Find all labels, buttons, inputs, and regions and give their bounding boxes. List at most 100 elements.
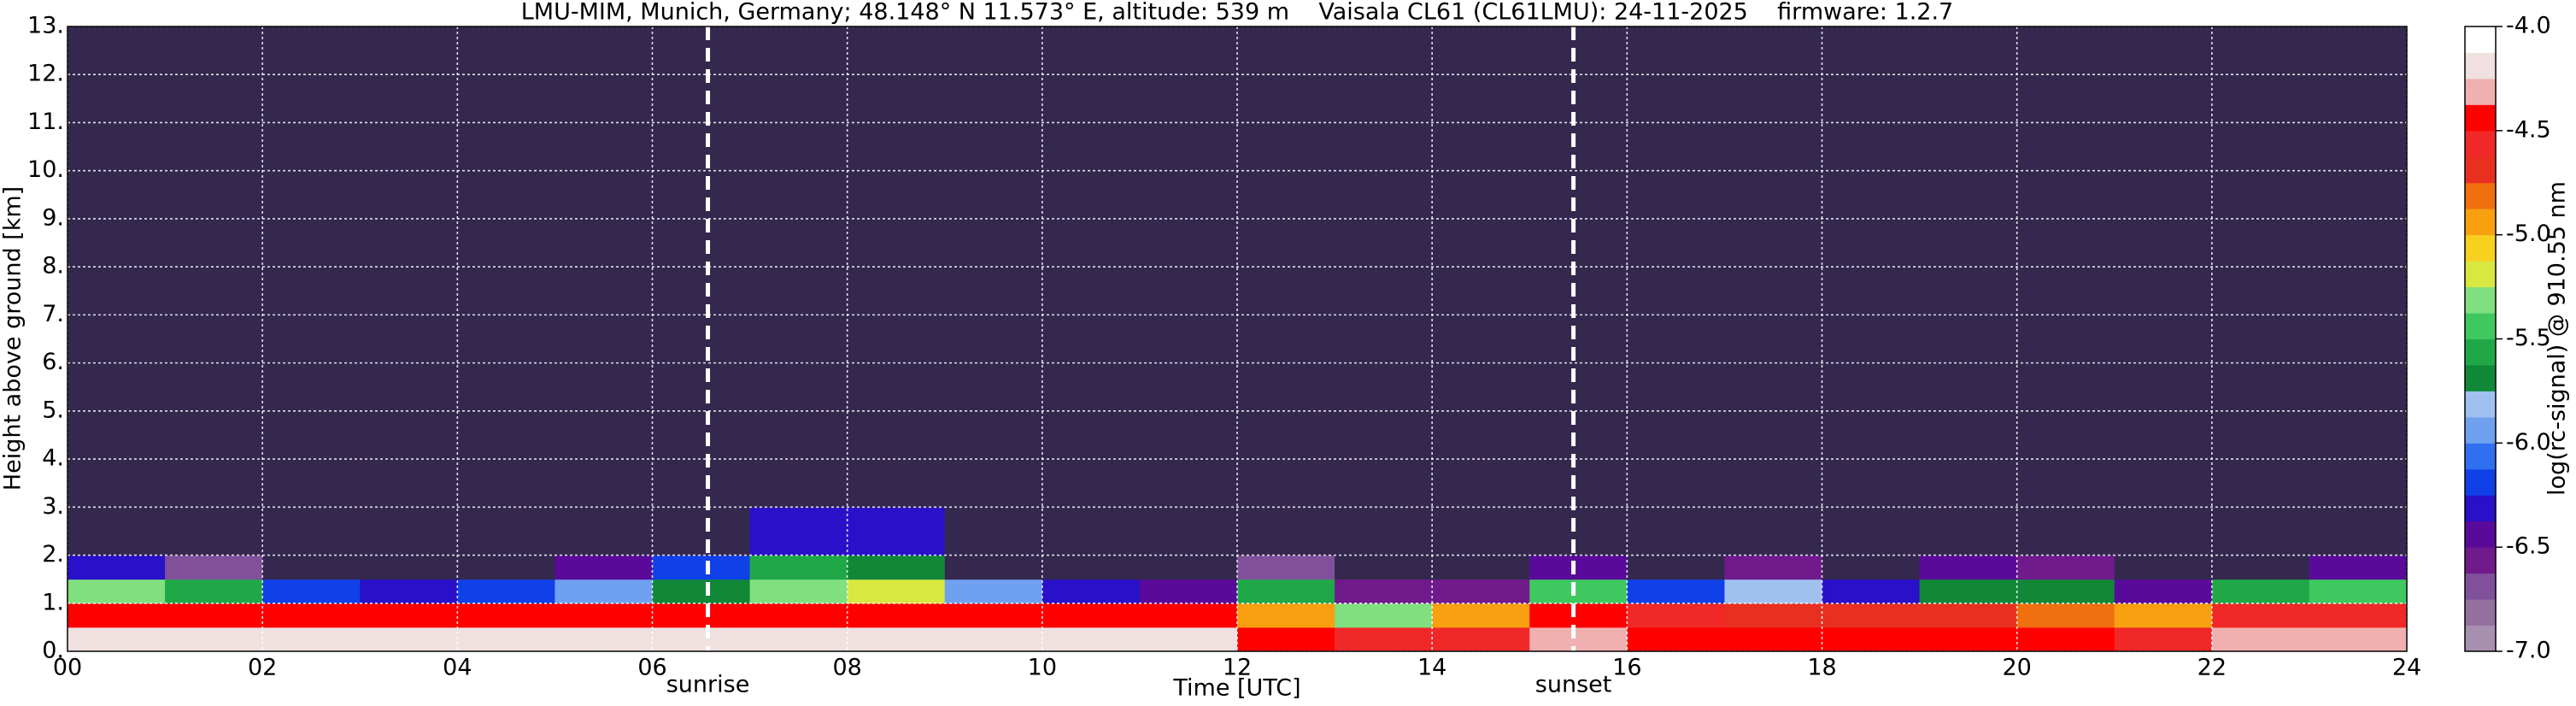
colorbar-segment <box>2465 599 2496 627</box>
colorbar-segment <box>2465 104 2496 132</box>
heatmap-cell <box>2309 507 2408 556</box>
colorbar-segment <box>2465 261 2496 288</box>
heatmap-cell <box>1724 555 1822 580</box>
heatmap-cell <box>2309 627 2408 652</box>
x-tick-label: 08 <box>832 655 861 681</box>
colorbar-segment <box>2465 468 2496 496</box>
heatmap-cell <box>1139 603 1238 628</box>
heatmap-cell <box>2016 603 2115 628</box>
heatmap-cell <box>1042 555 1141 580</box>
x-tick-label: 24 <box>2392 655 2421 681</box>
colorbar-segment <box>2465 521 2496 548</box>
y-tick-label: 0. <box>42 638 64 664</box>
heatmap-cell <box>555 579 653 604</box>
heatmap-cell <box>555 555 653 580</box>
x-tick-label: 10 <box>1028 655 1057 681</box>
colorbar-segment <box>2465 182 2496 209</box>
heatmap-cell <box>1919 579 2018 604</box>
x-tick-label: 02 <box>248 655 277 681</box>
heatmap-cell <box>1335 579 1433 604</box>
heatmap-cell <box>1529 507 1628 556</box>
heatmap-cell <box>1627 507 1725 556</box>
y-tick-label: 4. <box>42 445 64 472</box>
x-tick-label: 06 <box>637 655 666 681</box>
y-axis-label: Height above ground [km] <box>0 186 26 491</box>
heatmap-cell <box>1529 579 1628 604</box>
heatmap-cell <box>67 603 166 628</box>
colorbar-tick-label: -4.0 <box>2506 13 2551 39</box>
heatmap-cell <box>555 627 653 652</box>
heatmap-cell <box>1822 555 1921 580</box>
heatmap-cell <box>1822 579 1921 604</box>
colorbar-tick-label: -5.5 <box>2506 325 2551 351</box>
heatmap-cell <box>1724 579 1822 604</box>
colorbar-label: log(rc-signal) @ 910.55 nm <box>2544 181 2571 496</box>
heatmap-cell <box>1724 627 1822 652</box>
colorbar-segment <box>2465 209 2496 236</box>
heatmap-cell <box>67 555 166 580</box>
y-tick-label: 1. <box>42 589 64 615</box>
heatmap-cell <box>847 603 946 628</box>
y-tick-label: 10. <box>27 156 64 183</box>
y-tick-label: 13. <box>27 13 64 39</box>
heatmap-cell <box>1432 507 1530 556</box>
colorbar-segment <box>2465 364 2496 391</box>
x-tick-label: 00 <box>53 655 82 681</box>
heatmap-cell <box>1919 603 2018 628</box>
heatmap-cell <box>1919 627 2018 652</box>
colorbar-segment <box>2465 234 2496 262</box>
heatmap-cell <box>360 627 458 652</box>
heatmap-cell <box>847 627 946 652</box>
heatmap-cell <box>165 555 263 580</box>
x-tick-label: 16 <box>1612 655 1641 681</box>
heatmap-cell <box>1335 627 1433 652</box>
heatmap-cell <box>652 579 751 604</box>
heatmap-cell <box>2016 507 2115 556</box>
heatmap-cell <box>165 603 263 628</box>
heatmap-cell <box>652 603 751 628</box>
colorbar-segment <box>2465 78 2496 105</box>
heatmap-cell <box>2211 555 2310 580</box>
heatmap-cell <box>944 507 1043 556</box>
x-axis-label: Time [UTC] <box>1172 675 1300 702</box>
heatmap-cell <box>1822 507 1921 556</box>
heatmap-cell <box>749 603 848 628</box>
heatmap-cell <box>1432 603 1530 628</box>
heatmap-cell <box>1432 555 1530 580</box>
heatmap-cell <box>555 507 653 556</box>
heatmap-cell <box>165 507 263 556</box>
heatmap-cell <box>1432 627 1530 652</box>
heatmap-cell <box>2016 579 2115 604</box>
x-tick-label: 20 <box>2002 655 2031 681</box>
x-tick-label: 22 <box>2198 655 2227 681</box>
heatmap-cell <box>360 507 458 556</box>
heatmap-cell <box>944 555 1043 580</box>
x-tick-label: 14 <box>1417 655 1446 681</box>
colorbar-segment <box>2465 130 2496 157</box>
heatmap-cell <box>1529 627 1628 652</box>
heatmap-cell <box>749 627 848 652</box>
heatmap-cell <box>457 579 555 604</box>
heatmap-cell <box>2211 627 2310 652</box>
colorbar-segment <box>2465 286 2496 314</box>
heatmap-cell <box>457 507 555 556</box>
heatmap-cell <box>2016 627 2115 652</box>
heatmap-cell <box>2211 579 2310 604</box>
heatmap-cell <box>1529 555 1628 580</box>
y-tick-label: 7. <box>42 301 64 327</box>
heatmap-cell <box>847 555 946 580</box>
y-tick-label: 11. <box>27 109 64 135</box>
heatmap-cell <box>67 627 166 652</box>
heatmap-cell <box>1627 579 1725 604</box>
y-tick-label: 12. <box>27 61 64 87</box>
x-tick-label: 12 <box>1223 655 1252 681</box>
heatmap-cell <box>2114 555 2213 580</box>
heatmap-cell <box>1237 603 1335 628</box>
heatmap-cell <box>2309 555 2408 580</box>
x-tick-label: 18 <box>1807 655 1836 681</box>
heatmap-cell <box>1822 603 1921 628</box>
heatmap-cell <box>1335 603 1433 628</box>
heatmap-cell <box>2114 603 2213 628</box>
heatmap-cell <box>1627 555 1725 580</box>
colorbar-segment <box>2465 338 2496 366</box>
